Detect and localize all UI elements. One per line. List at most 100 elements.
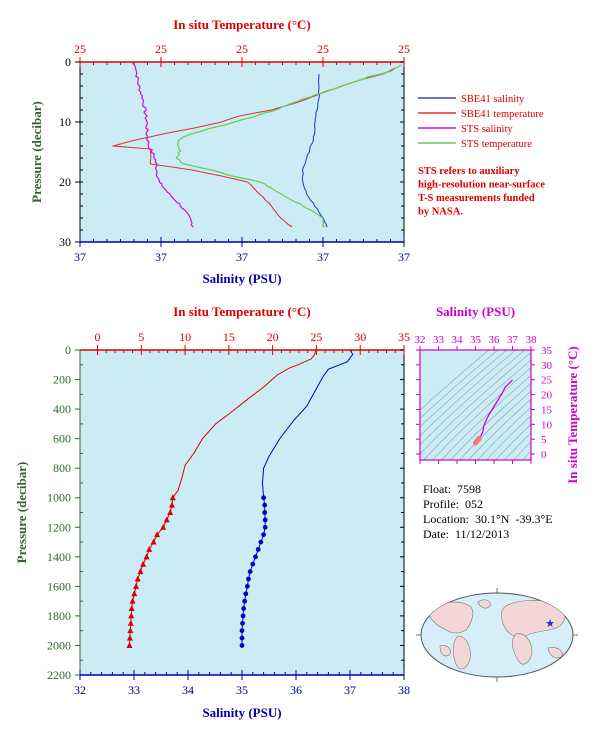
profile-number: Profile: 052 xyxy=(423,497,483,511)
tick-label-top: 0 xyxy=(95,330,101,344)
tick-label-bottom: 35 xyxy=(236,683,248,697)
tick-label-y: 15 xyxy=(541,404,553,416)
x-axis-title: Salinity (PSU) xyxy=(436,304,515,319)
marker-circle xyxy=(240,620,245,626)
map-land xyxy=(427,599,566,670)
tick-label-y: 0 xyxy=(65,55,71,69)
marker-triangle xyxy=(140,560,147,567)
tick-label-bottom: 37 xyxy=(344,683,356,697)
tick-label-bottom: 33 xyxy=(128,683,140,697)
isoline xyxy=(477,406,531,460)
marker-circle xyxy=(239,628,245,634)
isoline xyxy=(486,415,531,460)
marker-circle xyxy=(241,606,247,611)
tick-label-bottom: 37 xyxy=(74,250,86,264)
near-surface-profile-panel: 25 25 25 25 25 37 37 37 37 37 0 10 20 30 In situ Tempe… xyxy=(29,17,410,286)
marker-triangle xyxy=(169,494,176,501)
tick-label-y: 200 xyxy=(53,373,71,387)
marker-triangle xyxy=(167,509,174,515)
tick-label-top: 30 xyxy=(354,330,366,344)
marker-triangle xyxy=(163,516,170,523)
marker-triangle xyxy=(126,634,133,641)
tick-label-y: 5 xyxy=(541,434,547,446)
tick-label-bottom: 37 xyxy=(236,250,248,264)
top-axis-title: In situ Temperature (°C) xyxy=(173,304,311,319)
float-info: Float: 7598 Profile: 052 Location: 30.1°… xyxy=(423,482,553,542)
tick-label-y: 0 xyxy=(541,449,547,461)
isoline xyxy=(420,350,508,428)
legend: SBE41 salinity SBE41 temperature STS salin… xyxy=(418,94,545,218)
tick-label-top: 25 xyxy=(74,42,86,56)
marker-triangle xyxy=(168,501,175,508)
note-line: STS refers to auxiliary xyxy=(418,166,520,177)
isoline xyxy=(420,350,490,411)
tick-label-x: 32 xyxy=(415,334,426,346)
tick-label-y: 20 xyxy=(59,175,71,189)
tick-label-top: 25 xyxy=(236,42,248,56)
tick-label-x: 36 xyxy=(489,334,501,346)
isoline xyxy=(423,359,531,460)
bottom-axis-title: Salinity (PSU) xyxy=(202,705,281,720)
tick-label-y: 1200 xyxy=(47,520,71,534)
y-axis-title: Pressure (decibar) xyxy=(29,101,44,203)
tick-label-bottom: 37 xyxy=(317,250,329,264)
tick-label-top: 25 xyxy=(398,42,410,56)
marker-triangle xyxy=(128,612,135,619)
marker-circle xyxy=(262,502,268,508)
marker-circle xyxy=(239,635,245,641)
tick-label-y: 2000 xyxy=(47,638,71,652)
isoline xyxy=(513,441,531,460)
marker-circle xyxy=(247,569,253,574)
tick-label-x: 35 xyxy=(470,334,482,346)
y-axis-title: In situ Temperature (°C) xyxy=(565,346,580,484)
isoline xyxy=(495,423,531,460)
tick-label-top: 25 xyxy=(310,330,322,344)
marker-triangle xyxy=(146,545,153,552)
legend-label: SBE41 salinity xyxy=(461,94,525,105)
marker-triangle xyxy=(143,553,150,560)
marker-circle xyxy=(261,495,266,501)
marker-circle xyxy=(250,561,256,567)
marker-triangle xyxy=(129,597,136,604)
legend-label: STS salinity xyxy=(461,124,513,135)
marker-triangle xyxy=(127,627,134,634)
isoline xyxy=(450,382,531,460)
tick-label-x: 33 xyxy=(433,334,445,346)
note-line: T-S measurements funded xyxy=(418,193,535,204)
tick-label-top: 10 xyxy=(179,330,191,344)
world-map: ★ xyxy=(416,588,578,682)
tick-label-y: 20 xyxy=(541,390,553,402)
marker-triangle xyxy=(134,575,141,582)
marker-triangle xyxy=(131,590,138,597)
tick-label-y: 800 xyxy=(53,461,71,475)
isoline xyxy=(420,350,526,446)
series-line-sts-salinity xyxy=(132,62,194,228)
tick-label-top: 15 xyxy=(223,330,235,344)
tick-label-x: 38 xyxy=(526,334,538,346)
ts-diagram-panel: 32 33 34 35 36 37 38 0 5 10 15 20 25 30 35 Salinity (PS… xyxy=(415,304,581,484)
tick-label-y: 0 xyxy=(65,343,71,357)
plot-area xyxy=(80,62,404,242)
y-axis-title: Pressure (decibar) xyxy=(14,462,29,564)
isoline xyxy=(420,350,499,419)
tick-label-top: 35 xyxy=(398,330,410,344)
float-id: Float: 7598 xyxy=(423,482,482,496)
tick-label-y: 30 xyxy=(59,235,71,249)
marker-triangle xyxy=(127,619,134,626)
tick-label-bottom: 32 xyxy=(74,683,86,697)
marker-circle xyxy=(262,517,268,523)
marker-circle xyxy=(240,613,246,619)
tick-label-y: 10 xyxy=(541,419,553,431)
tick-label-x: 37 xyxy=(507,334,519,346)
top-axis-title: In situ Temperature (°C) xyxy=(173,17,311,32)
marker-triangle xyxy=(154,531,161,538)
tick-label-y: 1600 xyxy=(47,579,71,593)
tick-label-bottom: 37 xyxy=(398,250,410,264)
marker-triangle xyxy=(160,523,167,530)
full-depth-profile-panel: 0 5 10 15 20 25 30 35 32 33 34 35 36 37 38 0 200 400 600 80… xyxy=(14,304,410,720)
tick-label-y: 1400 xyxy=(47,550,71,564)
note-line: by NASA. xyxy=(418,207,463,218)
tick-label-top: 25 xyxy=(317,42,329,56)
tick-label-y: 600 xyxy=(53,432,71,446)
